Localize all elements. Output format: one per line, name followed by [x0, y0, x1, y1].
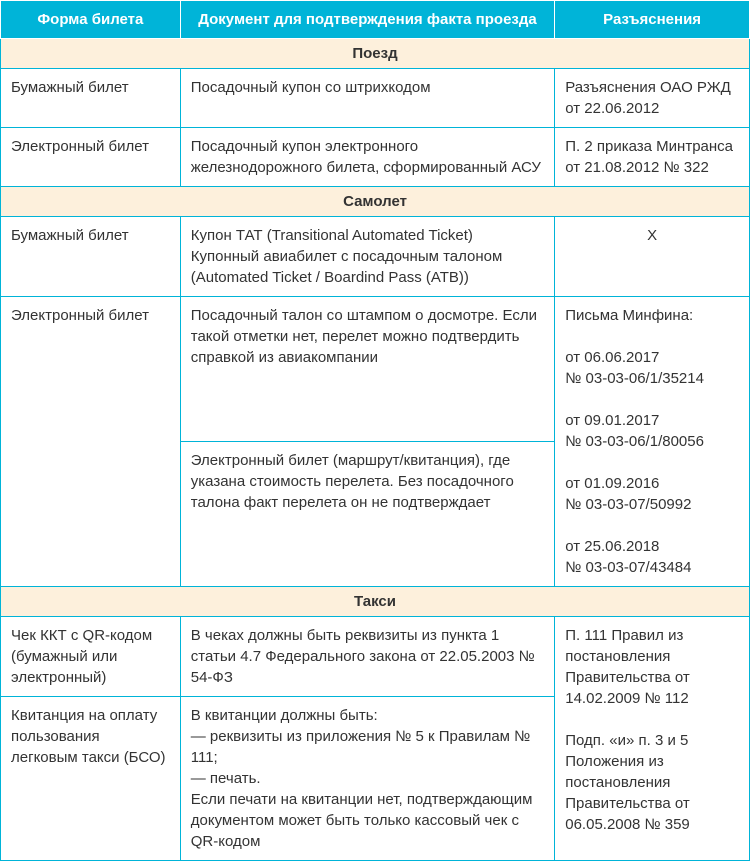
cell-expl: П. 111 Правил из постановления Правитель… — [555, 617, 750, 861]
cell-doc: Посадочный купон со штрихкодом — [180, 69, 555, 128]
section-header-train: Поезд — [1, 39, 750, 69]
cell-doc: Посадочный купон электронного железнодор… — [180, 128, 555, 187]
cell-expl: П. 2 приказа Минтранса от 21.08.2012 № 3… — [555, 128, 750, 187]
cell-expl: Разъяснения ОАО РЖД от 22.06.2012 — [555, 69, 750, 128]
table-container: Форма билета Документ для подтверждения … — [0, 0, 750, 861]
col-header-doc: Документ для подтверждения факта проезда — [180, 1, 555, 39]
section-header-taxi: Такси — [1, 587, 750, 617]
cell-expl: Х — [555, 217, 750, 297]
cell-form: Электронный билет — [1, 297, 181, 587]
cell-expl: Письма Минфина: от 06.06.2017 № 03-03-06… — [555, 297, 750, 587]
cell-form: Бумажный билет — [1, 69, 181, 128]
cell-form: Бумажный билет — [1, 217, 181, 297]
cell-form: Электронный билет — [1, 128, 181, 187]
table-row: Бумажный билет Посадочный купон со штрих… — [1, 69, 750, 128]
cell-doc: Электронный билет (маршрут/квитанция), г… — [180, 442, 555, 587]
cell-doc: В чеках должны быть реквизиты из пункта … — [180, 617, 555, 697]
section-header-plane: Самолет — [1, 187, 750, 217]
cell-doc: Купон ТАТ (Transitional Automated Ticket… — [180, 217, 555, 297]
ticket-table: Форма билета Документ для подтверждения … — [0, 0, 750, 861]
cell-doc: В квитанции должны быть: — реквизиты из … — [180, 697, 555, 861]
cell-form: Чек ККТ с QR-кодом (бумажный или электро… — [1, 617, 181, 697]
cell-doc: Посадочный талон со штампом о досмотре. … — [180, 297, 555, 442]
table-row: Бумажный билет Купон ТАТ (Transitional A… — [1, 217, 750, 297]
table-row: Электронный билет Посадочный купон элект… — [1, 128, 750, 187]
col-header-expl: Разъяснения — [555, 1, 750, 39]
header-row: Форма билета Документ для подтверждения … — [1, 1, 750, 39]
table-row: Чек ККТ с QR-кодом (бумажный или электро… — [1, 617, 750, 697]
table-row: Электронный билет Посадочный талон со шт… — [1, 297, 750, 442]
cell-form: Квитанция на оплату пользования легковым… — [1, 697, 181, 861]
col-header-form: Форма билета — [1, 1, 181, 39]
